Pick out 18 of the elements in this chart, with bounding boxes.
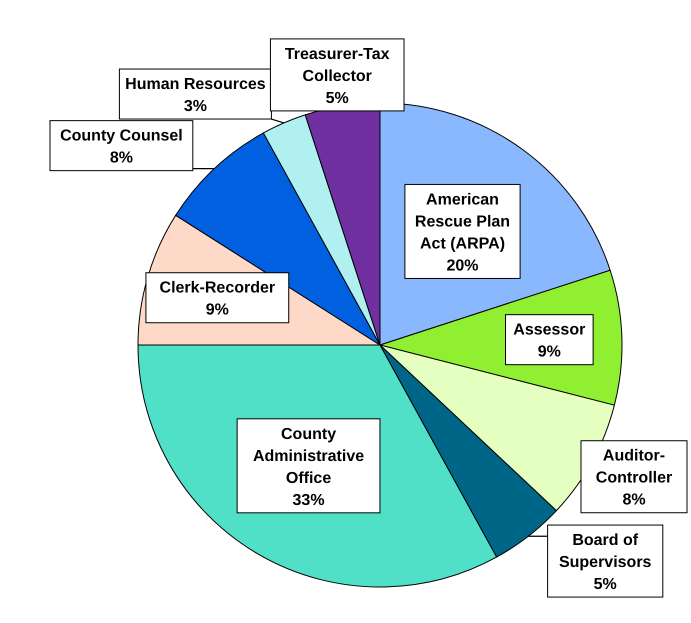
data-label: 20% (446, 257, 479, 274)
slice-label: Clerk-Recorder (160, 280, 276, 297)
slice-label: Board of Supervisors (558, 532, 652, 572)
data-label: 9% (538, 344, 561, 361)
slice-label: Assessor (513, 322, 586, 339)
data-label: 5% (326, 90, 349, 107)
data-label: 9% (206, 302, 229, 319)
slice-label: Treasurer-Tax Collector (284, 46, 390, 85)
data-label: 3% (184, 98, 207, 116)
slice-label: American Rescue Plan Act (ARPA) (414, 191, 510, 252)
slice-label: County Counsel (60, 128, 183, 145)
slice-label: County Administrative Office (252, 426, 364, 487)
data-label: 8% (110, 150, 133, 167)
slice-label: Human Resources (125, 76, 266, 94)
data-label: 33% (292, 492, 325, 509)
slice-label: Auditor-Controller (596, 448, 672, 487)
data-label: 5% (594, 576, 617, 594)
data-label: 8% (622, 492, 646, 509)
